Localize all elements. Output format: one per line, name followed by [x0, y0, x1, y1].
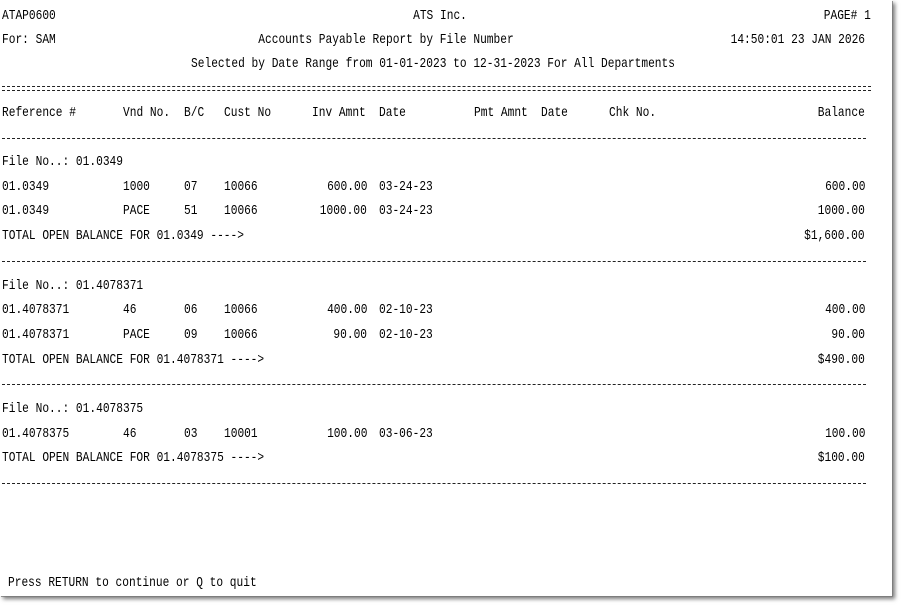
col-vendor: Vnd No.	[123, 105, 171, 121]
row-inv-date: 03-06-23	[379, 425, 433, 442]
terminal-window: ATAP0600 ATS Inc. PAGE# 1 For: SAM Accou…	[2, 8, 871, 591]
row-vendor: PACE	[123, 326, 150, 343]
selection-criteria: Selected by Date Range from 01-01-2023 t…	[191, 56, 675, 72]
col-pmt-date: Date	[541, 105, 568, 121]
col-bc: B/C	[184, 105, 205, 121]
row-inv-amnt: 1000.00	[319, 203, 367, 220]
row-vendor: 46	[123, 425, 137, 442]
col-pmt-amnt: Pmt Amnt	[474, 105, 528, 121]
row-inv-amnt: 90.00	[333, 326, 367, 343]
col-inv-amnt: Inv Amnt	[312, 105, 366, 121]
row-balance: 100.00	[824, 425, 865, 442]
col-chk: Chk No.	[609, 105, 657, 121]
file-header: File No..: 01.4078371	[2, 277, 144, 294]
col-cust: Cust No	[224, 105, 272, 121]
separator	[2, 260, 866, 262]
total-balance: $1,600.00	[804, 228, 866, 245]
col-inv-date: Date	[379, 105, 406, 121]
row-cust: 10066	[224, 203, 258, 220]
row-inv-amnt: 600.00	[326, 178, 367, 195]
continue-prompt[interactable]: Press RETURN to continue or Q to quit	[8, 575, 257, 591]
total-balance: $490.00	[817, 351, 865, 368]
row-balance: 90.00	[831, 326, 865, 343]
double-separator	[2, 86, 871, 91]
row-inv-date: 03-24-23	[379, 203, 433, 220]
total-label: TOTAL OPEN BALANCE FOR 01.4078375 ---->	[2, 450, 265, 467]
row-bc: 06	[184, 302, 198, 319]
row-cust: 10066	[224, 302, 258, 319]
row-balance: 400.00	[824, 302, 865, 319]
separator	[2, 384, 866, 386]
row-cust: 10066	[224, 326, 258, 343]
col-reference: Reference #	[2, 105, 76, 121]
row-reference: 01.4078375	[2, 425, 70, 442]
row-bc: 09	[184, 326, 198, 343]
col-balance: Balance	[817, 105, 865, 121]
row-reference: 01.0349	[2, 203, 50, 220]
row-bc: 07	[184, 178, 198, 195]
row-inv-date: 02-10-23	[379, 326, 433, 343]
total-label: TOTAL OPEN BALANCE FOR 01.4078371 ---->	[2, 351, 265, 368]
row-vendor: PACE	[123, 203, 150, 220]
row-inv-date: 03-24-23	[379, 178, 433, 195]
user-label: For: SAM	[2, 32, 56, 48]
row-bc: 03	[184, 425, 198, 442]
row-cust: 10066	[224, 178, 258, 195]
page-number: PAGE# 1	[823, 8, 871, 24]
row-cust: 10001	[224, 425, 258, 442]
total-balance: $100.00	[817, 450, 865, 467]
row-vendor: 46	[123, 302, 137, 319]
row-inv-amnt: 100.00	[326, 425, 367, 442]
file-header: File No..: 01.0349	[2, 154, 123, 170]
row-vendor: 1000	[123, 178, 150, 195]
file-header: File No..: 01.4078375	[2, 401, 144, 417]
separator	[2, 483, 866, 485]
row-reference: 01.0349	[2, 178, 50, 195]
report-timestamp: 14:50:01 23 JAN 2026	[730, 32, 865, 48]
row-inv-amnt: 400.00	[326, 302, 367, 319]
report-title: Accounts Payable Report by File Number	[258, 32, 514, 48]
total-label: TOTAL OPEN BALANCE FOR 01.0349 ---->	[2, 228, 244, 245]
row-balance: 600.00	[824, 178, 865, 195]
row-balance: 1000.00	[817, 203, 865, 220]
row-inv-date: 02-10-23	[379, 302, 433, 319]
row-reference: 01.4078371	[2, 302, 70, 319]
row-reference: 01.4078371	[2, 326, 70, 343]
row-bc: 51	[184, 203, 198, 220]
separator	[2, 138, 866, 139]
program-id: ATAP0600	[2, 8, 56, 24]
company-name: ATS Inc.	[413, 8, 467, 24]
